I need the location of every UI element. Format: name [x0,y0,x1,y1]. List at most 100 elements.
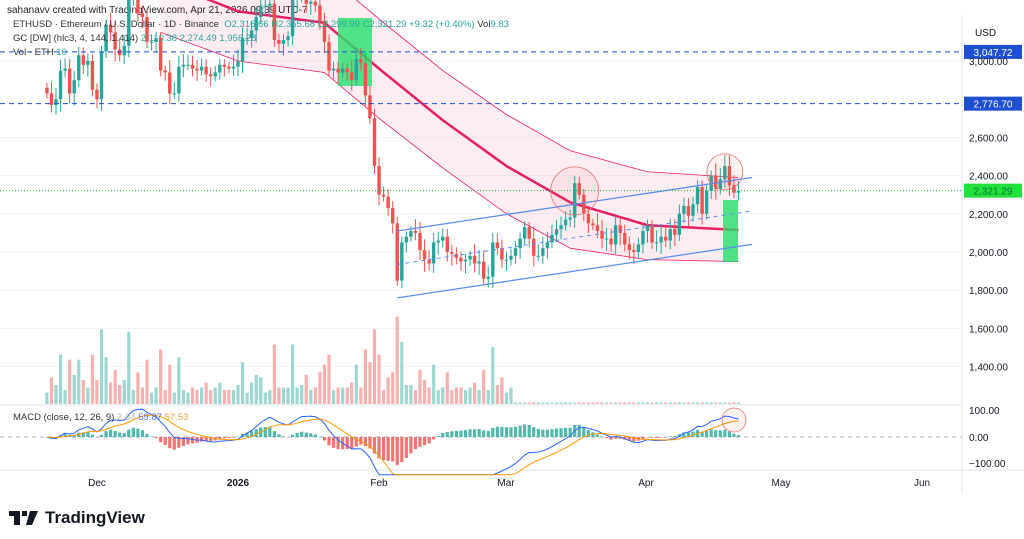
volume-bar [577,402,581,404]
volume-bar [682,402,686,404]
macd-signal-line [46,414,739,476]
symbol-name[interactable]: ETHUSD · Ethereum / U.S. Dollar · 1D · B… [13,19,219,30]
macd-histogram-bar [113,430,117,437]
volume-bar [372,329,377,404]
candle-body [95,89,99,100]
price-tick-label: 2,000.00 [969,248,1008,259]
macd-histogram-bar [641,437,645,439]
volume-bar [131,390,135,404]
price-tick-label: 2,600.00 [969,133,1008,144]
candle-body [350,72,354,81]
price-chart[interactable]: 3,047.72 2,776.70 2,321.29 USD 3,000.00 2,600… [0,0,1024,500]
volume-bar [482,369,486,404]
volume-bar [445,372,449,404]
macd-histogram-bar [586,429,590,437]
macd-histogram-bar [491,427,495,437]
volume-bar [277,387,281,404]
macd-histogram-bar [632,437,636,442]
candle-body [286,36,290,40]
macd-histogram-bar [536,428,540,437]
volume-bar [623,402,627,404]
candle-body [336,68,340,73]
volume-bar [345,387,349,404]
volume-bar [586,402,590,404]
volume-bar [118,385,122,404]
volume-bar [127,331,131,404]
candle-body [632,250,636,252]
macd-histogram-bar [90,434,94,437]
close-value: C2,321.29 [362,19,407,30]
macd-histogram-bar [450,431,454,437]
macd-histogram-bar [277,434,281,437]
candle-body [45,87,49,94]
macd-histogram-bar [655,437,659,438]
candle-body [659,236,663,243]
volume-bar [727,402,731,404]
candle-body [222,64,227,67]
time-tick-label: Dec [88,478,106,489]
volume-bar [618,402,622,404]
candle-body [154,38,158,42]
macd-histogram-bar [500,426,504,437]
candle-body [90,61,95,90]
volume-bar [600,402,604,404]
volume-bar [313,387,317,404]
volume-bar [422,379,427,404]
volume-bar [122,379,126,404]
candle-body [673,229,677,235]
volume-bar [486,390,490,404]
macd-histogram-bar [609,437,613,440]
volume-bar [81,379,85,404]
macd-histogram-bar [541,429,545,437]
candle-body [245,38,249,40]
volume-bar [527,402,531,404]
candle-body [81,55,85,65]
candle-body [363,62,368,96]
volume-bar [318,372,322,404]
candle-body [654,242,659,244]
candle-body [482,261,486,279]
macd-line-value: 59.87 [138,412,162,423]
gc-value: 2,274.49 [179,33,217,44]
gc-legend[interactable]: GC [DW] (hlc3, 4, 144, 1.414) 2,110.38 2… [13,33,256,44]
macd-histogram-bar [227,437,231,438]
volume-bar [168,364,172,404]
candle-body [304,0,308,4]
macd-histogram-bar [77,432,81,437]
macd-histogram-bar [295,433,299,437]
volume-bar [322,364,327,404]
candle-body [618,225,622,233]
macd-histogram-bar [614,437,618,439]
candle-body [213,72,217,77]
macd-histogram-bar [673,436,677,437]
macd-histogram-bar [263,427,267,437]
macd-legend[interactable]: MACD (close, 12, 26, 9) 2.34 59.87 57.53 [13,412,188,423]
macd-histogram-bar [200,437,204,442]
volume-bar [227,390,231,404]
volume-bar [109,382,113,404]
volume-bar [541,402,545,404]
volume-legend[interactable]: Vol · ETH 10 [13,47,67,58]
volume-bar [723,402,727,404]
trendline-lower [397,243,753,299]
candle-body [677,213,682,235]
candle-body [404,236,409,243]
volume-bar [204,382,208,404]
volume-bar [186,392,190,404]
macd-histogram-bar [404,437,408,459]
volume-bar [336,387,340,404]
candle-body [72,80,76,94]
candle-body [354,59,358,81]
macd-histogram-bar [473,429,477,437]
currency-label: USD [975,28,996,39]
candle-body [63,68,67,71]
volume-bar [404,385,408,404]
volume-bar [286,387,290,404]
macd-histogram-bar [700,431,704,437]
volume-bar [513,402,518,404]
volume-bar [564,402,568,404]
volume-bar [281,387,286,404]
price-badge [964,183,1022,198]
time-tick-label: May [772,478,791,489]
macd-histogram-bar [568,427,572,437]
